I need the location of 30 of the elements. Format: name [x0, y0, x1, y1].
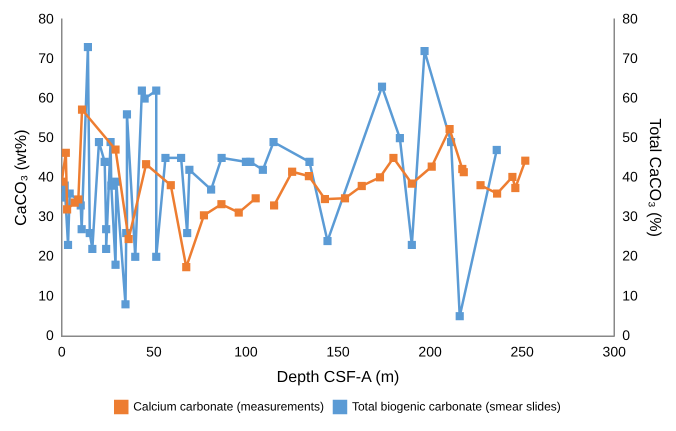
y2-tick-label: 60 — [622, 89, 638, 106]
y2-tick-label: 70 — [622, 50, 638, 66]
y-tick-label: 80 — [38, 10, 54, 26]
y2-tick-label: 10 — [622, 287, 638, 304]
x-tick-label: 0 — [58, 343, 66, 360]
y2-tick-label: 30 — [622, 208, 638, 224]
x-tick-label: 300 — [602, 343, 626, 360]
x-tick-label: 150 — [326, 343, 350, 360]
y-tick-label: 10 — [38, 287, 54, 304]
y-tick-label: 40 — [38, 168, 54, 185]
legend-label: Calcium carbonate (measurements) — [133, 399, 324, 414]
y-axis-title: CaCO₃ (wt%) — [13, 130, 30, 226]
y-tick-label: 50 — [38, 128, 54, 145]
y2-tick-label: 20 — [622, 248, 638, 264]
y-tick-label: 0 — [46, 326, 54, 343]
x-tick-label: 200 — [418, 343, 442, 360]
y-tick-label: 60 — [38, 89, 54, 106]
y2-axis-title: Total CaCO₃ (%) — [646, 118, 663, 237]
x-tick-label: 50 — [146, 343, 162, 360]
x-tick-label: 100 — [234, 343, 258, 360]
legend-label: Total biogenic carbonate (smear slides) — [352, 399, 561, 414]
x-axis-title: Depth CSF-A (m) — [276, 368, 400, 386]
y2-tick-label: 40 — [622, 168, 638, 185]
y-tick-label: 70 — [38, 50, 54, 66]
y-tick-label: 30 — [38, 208, 54, 224]
y-tick-label: 20 — [38, 248, 54, 264]
y2-tick-label: 50 — [622, 128, 638, 145]
y2-tick-label: 0 — [622, 326, 630, 343]
y2-tick-label: 80 — [622, 10, 638, 26]
x-tick-label: 250 — [510, 343, 534, 360]
